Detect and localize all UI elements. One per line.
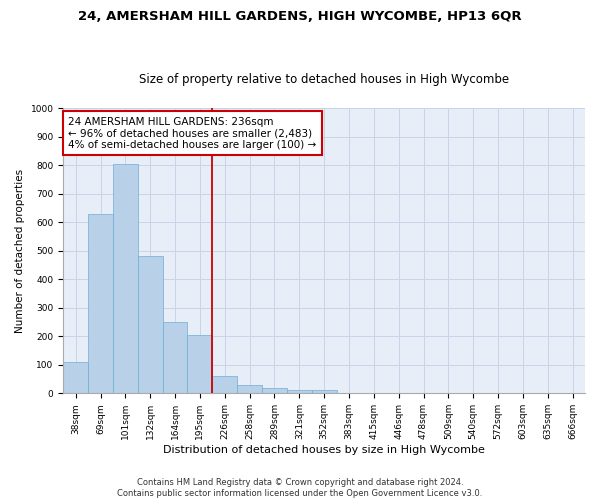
Text: Contains HM Land Registry data © Crown copyright and database right 2024.
Contai: Contains HM Land Registry data © Crown c… bbox=[118, 478, 482, 498]
Bar bbox=[212, 376, 237, 394]
Bar bbox=[237, 385, 262, 394]
Bar bbox=[287, 390, 312, 394]
Y-axis label: Number of detached properties: Number of detached properties bbox=[15, 168, 25, 332]
Bar bbox=[138, 256, 163, 394]
Text: 24 AMERSHAM HILL GARDENS: 236sqm
← 96% of detached houses are smaller (2,483)
4%: 24 AMERSHAM HILL GARDENS: 236sqm ← 96% o… bbox=[68, 116, 317, 150]
Bar bbox=[187, 335, 212, 394]
Text: 24, AMERSHAM HILL GARDENS, HIGH WYCOMBE, HP13 6QR: 24, AMERSHAM HILL GARDENS, HIGH WYCOMBE,… bbox=[78, 10, 522, 23]
X-axis label: Distribution of detached houses by size in High Wycombe: Distribution of detached houses by size … bbox=[163, 445, 485, 455]
Bar bbox=[88, 214, 113, 394]
Bar bbox=[262, 388, 287, 394]
Bar bbox=[163, 322, 187, 394]
Bar bbox=[113, 164, 138, 394]
Title: Size of property relative to detached houses in High Wycombe: Size of property relative to detached ho… bbox=[139, 73, 509, 86]
Bar bbox=[312, 390, 337, 394]
Bar bbox=[63, 362, 88, 394]
